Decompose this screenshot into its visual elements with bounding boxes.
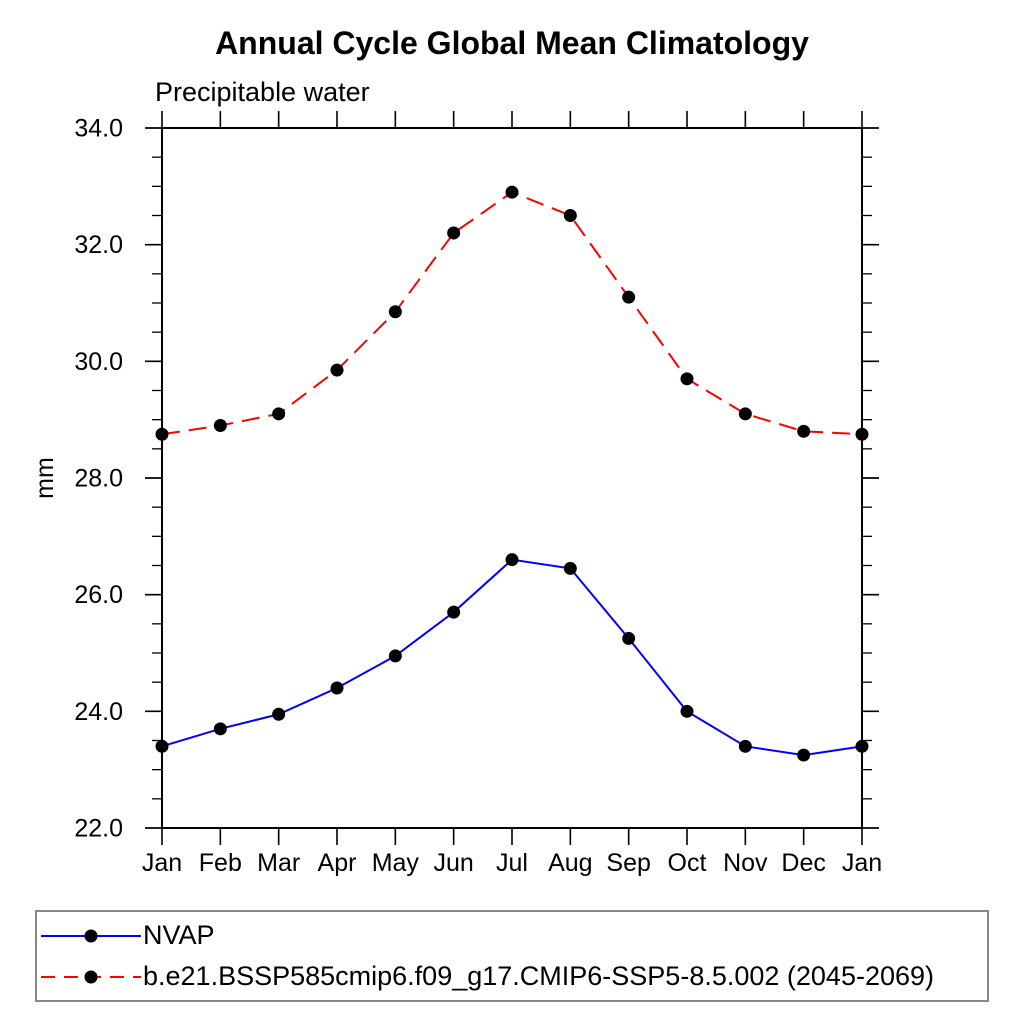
- legend-label-ssp585: b.e21.BSSP585cmip6.f09_g17.CMIP6-SSP5-8.…: [143, 961, 935, 991]
- legend-label-nvap: NVAP: [143, 920, 215, 950]
- nvap-line-sample: [41, 929, 141, 942]
- data-point: [272, 707, 286, 721]
- data-point: [680, 372, 694, 386]
- x-tick-label: Oct: [668, 849, 707, 877]
- data-point: [213, 722, 227, 736]
- data-point: [622, 290, 636, 304]
- x-tick-label: Nov: [723, 849, 768, 877]
- data-point: [738, 407, 752, 421]
- y-tick-label: 34.0: [74, 115, 123, 143]
- data-point: [855, 427, 869, 441]
- x-tick-label: May: [372, 849, 420, 877]
- data-point: [155, 739, 169, 753]
- chart-frame: [161, 127, 863, 829]
- data-point: [330, 363, 344, 377]
- legend: NVAP b.e21.BSSP585cmip6.f09_g17.CMIP6-SS…: [35, 910, 989, 1002]
- x-tick-label: Jun: [434, 849, 474, 877]
- data-point: [797, 424, 811, 438]
- data-point: [155, 427, 169, 441]
- x-tick-label: Apr: [318, 849, 357, 877]
- y-tick-label: 30.0: [74, 348, 123, 376]
- y-tick-label: 32.0: [74, 231, 123, 259]
- data-point: [213, 419, 227, 432]
- data-series: [155, 185, 869, 762]
- x-tick-label: Jul: [496, 849, 528, 877]
- data-point: [505, 553, 519, 567]
- data-point: [388, 649, 402, 663]
- y-tick-label: 24.0: [74, 698, 123, 726]
- legend-item-ssp585: b.e21.BSSP585cmip6.f09_g17.CMIP6-SSP5-8.…: [39, 959, 987, 995]
- x-tick-label: Aug: [548, 849, 592, 877]
- x-tick-label: Feb: [199, 849, 242, 877]
- ssp585-marker-icon: [84, 970, 98, 983]
- y-tick-label: 28.0: [74, 465, 123, 493]
- chart-title: Annual Cycle Global Mean Climatology: [215, 25, 809, 61]
- y-axis-label: mm: [31, 457, 59, 499]
- x-tick-label: Jan: [842, 849, 882, 877]
- data-point: [563, 209, 577, 222]
- legend-item-nvap: NVAP: [39, 918, 987, 954]
- y-tick-label: 22.0: [74, 815, 123, 843]
- nvap-marker-icon: [84, 929, 98, 942]
- data-point: [622, 631, 636, 645]
- data-point: [563, 561, 577, 575]
- x-tick-label: Sep: [606, 849, 650, 877]
- data-point: [447, 605, 461, 619]
- x-tick-label: Dec: [781, 849, 825, 877]
- data-point: [330, 681, 344, 695]
- axes: Jan Feb Mar Apr May Jun Jul Aug Sep Oct Nov Dec Jan 2…: [74, 111, 882, 877]
- data-point: [272, 407, 286, 421]
- x-tick-label: Jan: [142, 849, 182, 877]
- data-point: [505, 185, 519, 199]
- ssp585-line-sample: [41, 970, 141, 983]
- series-line-ssp585: [161, 191, 863, 436]
- data-point: [680, 704, 694, 718]
- data-point: [797, 748, 811, 762]
- chart-subtitle: Precipitable water: [155, 77, 370, 107]
- y-tick-label: 26.0: [74, 581, 123, 609]
- data-point: [738, 739, 752, 753]
- x-tick-label: Mar: [257, 849, 300, 877]
- data-point: [388, 305, 402, 319]
- series-line-nvap: [161, 558, 863, 757]
- data-point: [855, 739, 869, 753]
- data-point: [447, 226, 461, 240]
